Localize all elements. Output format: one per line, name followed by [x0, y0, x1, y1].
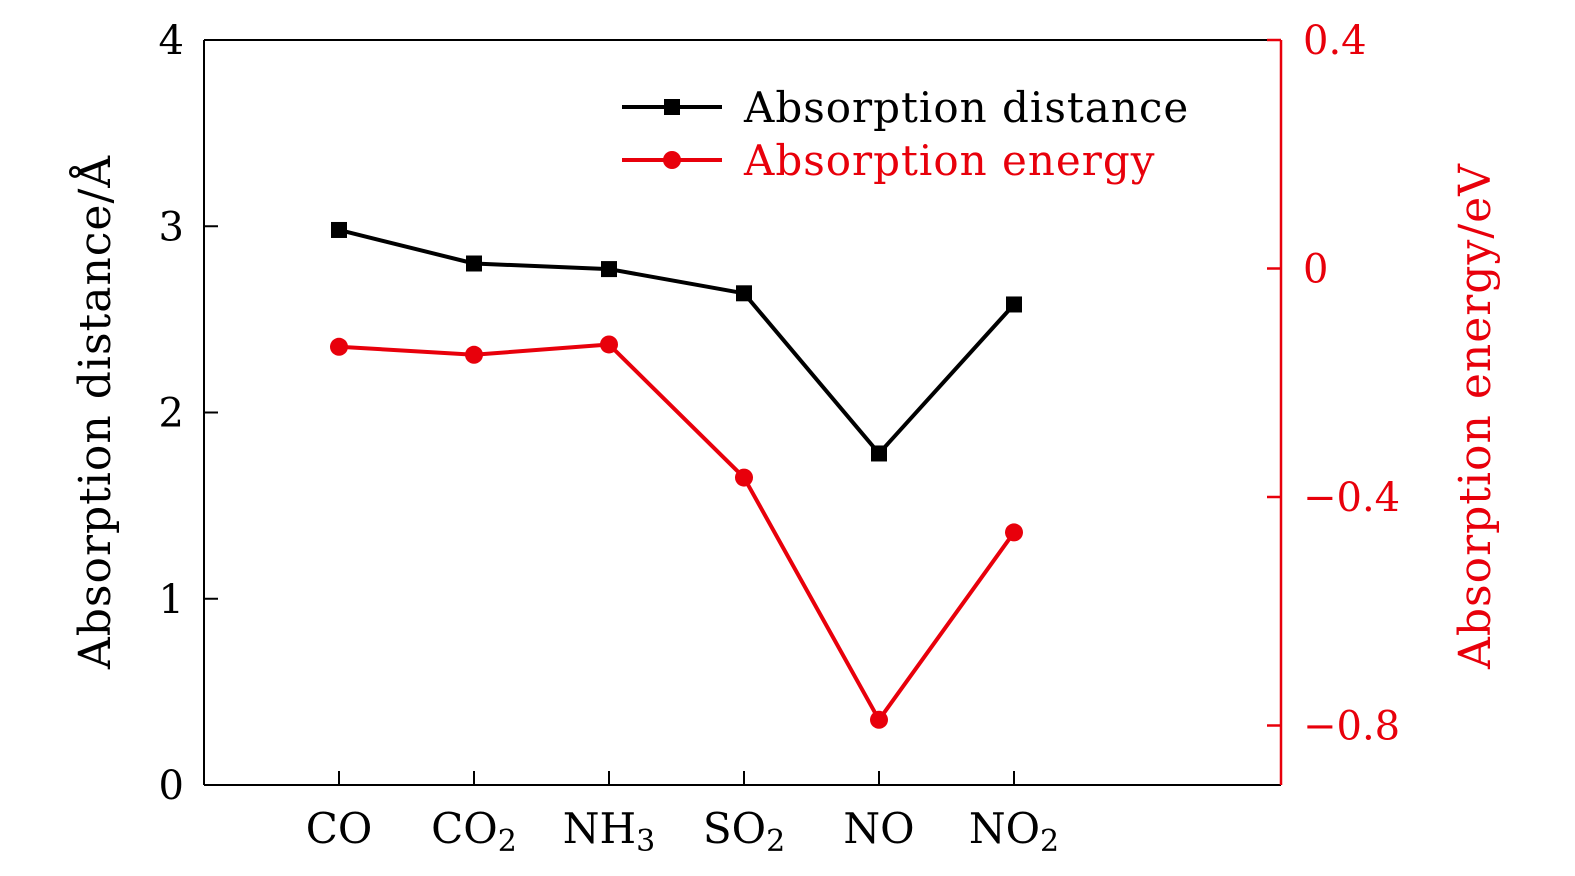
left-tick-label: 4 [159, 18, 184, 64]
x-tick-label: CO [306, 804, 373, 853]
left-tick-label: 3 [159, 204, 184, 250]
right-tick-label: 0.4 [1303, 18, 1367, 64]
x-tick-label: NO2 [969, 804, 1059, 859]
data-point-square [331, 221, 347, 238]
data-point-circle [735, 468, 753, 487]
data-point-square [466, 255, 482, 272]
data-point-circle [1005, 523, 1023, 542]
x-tick-label: CO2 [431, 804, 517, 859]
legend-label: Absorption distance [743, 83, 1189, 132]
data-point-square [1006, 296, 1022, 313]
left-tick-label: 0 [159, 763, 184, 809]
x-tick-label: SO2 [703, 804, 785, 859]
data-point-square [871, 445, 887, 462]
left-tick-label: 1 [159, 577, 184, 623]
right-axis-title: Absorption energy/eV [1450, 163, 1501, 670]
axes: 0 1 2 3 4 0.4 0 −0.4 −0.8 CO CO2 NH3 SO2 NO NO2 Absorpt… [68, 18, 1501, 859]
legend-marker-circle [663, 151, 681, 169]
data-point-circle [870, 710, 888, 729]
x-tick-label: NO [843, 804, 914, 853]
x-tick-label: NH3 [563, 804, 655, 859]
data-point-square [601, 261, 617, 278]
right-tick-label: 0 [1303, 247, 1328, 293]
right-tick-label: −0.8 [1303, 704, 1400, 750]
series-layer [330, 221, 1023, 729]
data-point-circle [465, 345, 483, 364]
legend-marker-square [664, 99, 680, 115]
series-line-0 [338, 228, 1016, 456]
data-point-circle [600, 335, 618, 354]
series-line-1 [338, 342, 1016, 722]
left-axis-title: Absorption distance/Å [68, 155, 121, 670]
left-tick-label: 2 [159, 391, 184, 437]
data-point-square [736, 285, 752, 302]
right-tick-label: −0.4 [1303, 475, 1400, 521]
data-point-circle [330, 337, 348, 356]
legend-label: Absorption energy [743, 136, 1155, 185]
